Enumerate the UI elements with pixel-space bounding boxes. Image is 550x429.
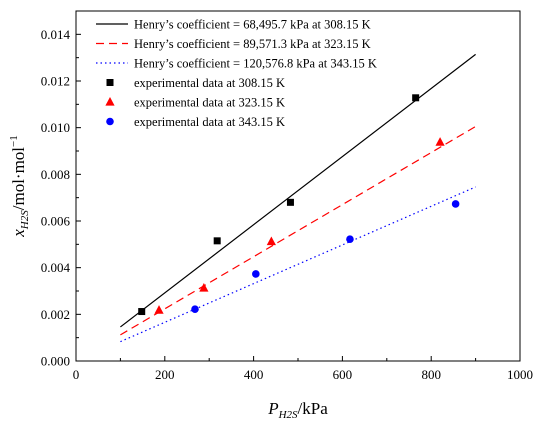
legend: Henry’s coefficient = 68,495.7 kPa at 30… bbox=[96, 18, 377, 129]
data-point-circle bbox=[346, 235, 354, 243]
y-axis-label: xH2S/mol·mol−1 bbox=[8, 135, 31, 238]
legend-label: Henry’s coefficient = 68,495.7 kPa at 30… bbox=[134, 18, 371, 32]
y-tick-label: 0.002 bbox=[41, 307, 70, 322]
data-point-triangle bbox=[199, 282, 209, 292]
y-tick-label: 0.010 bbox=[41, 120, 70, 135]
y-tick-label: 0.008 bbox=[41, 167, 70, 182]
legend-label: experimental data at 323.15 K bbox=[134, 96, 285, 110]
data-point-circle bbox=[252, 270, 260, 278]
y-tick-label: 0.006 bbox=[41, 214, 71, 229]
x-tick-label: 200 bbox=[155, 367, 175, 382]
x-tick-label: 600 bbox=[333, 367, 353, 382]
x-axis-label-subscript: H2S bbox=[278, 409, 298, 421]
legend-label: Henry’s coefficient = 89,571.3 kPa at 32… bbox=[134, 37, 371, 51]
fit-line-dotted bbox=[120, 186, 476, 343]
y-tick-label: 0.012 bbox=[41, 74, 70, 89]
y-axis-label-exponent: −1 bbox=[8, 135, 20, 147]
x-tick-label: 0 bbox=[73, 367, 80, 382]
legend-swatch-marker bbox=[106, 79, 114, 86]
legend-swatch-marker bbox=[105, 97, 115, 106]
plot-frame bbox=[75, 10, 521, 362]
legend-label: Henry’s coefficient = 120,576.8 kPa at 3… bbox=[134, 57, 377, 71]
x-axis-label-unit: /kPa bbox=[298, 399, 329, 418]
data-point-square bbox=[138, 308, 146, 316]
x-axis-label: PH2S/kPa bbox=[267, 399, 328, 421]
data-points-layer bbox=[138, 94, 460, 316]
legend-label: experimental data at 308.15 K bbox=[134, 76, 285, 90]
data-point-square bbox=[412, 94, 420, 102]
legend-label: experimental data at 343.15 K bbox=[134, 115, 285, 129]
data-point-circle bbox=[191, 305, 199, 314]
data-point-square bbox=[286, 198, 294, 206]
y-tick-label: 0.004 bbox=[41, 260, 71, 275]
data-point-circle bbox=[451, 200, 460, 208]
y-axis-label-symbol: x bbox=[9, 229, 28, 238]
y-axis-label-subscript: H2S bbox=[19, 210, 31, 230]
x-tick-label: 1000 bbox=[507, 367, 533, 382]
y-axis-label-unit: /mol·mol bbox=[9, 147, 28, 211]
data-point-triangle bbox=[435, 137, 445, 146]
data-point-triangle bbox=[266, 236, 276, 246]
x-axis-label-symbol: P bbox=[267, 399, 278, 418]
x-tick-label: 800 bbox=[421, 367, 441, 382]
data-point-square bbox=[213, 237, 221, 245]
y-tick-label: 0.014 bbox=[41, 27, 71, 42]
ticks-layer: 0 200 400 600 800 1000 0.000 0.002 0.004 0.006 0.0… bbox=[41, 10, 533, 382]
x-tick-label: 400 bbox=[244, 367, 264, 382]
legend-swatch-marker bbox=[106, 117, 114, 126]
fit-line-dashed bbox=[120, 125, 476, 336]
y-tick-label: 0.000 bbox=[41, 354, 70, 369]
data-point-triangle bbox=[154, 305, 164, 314]
